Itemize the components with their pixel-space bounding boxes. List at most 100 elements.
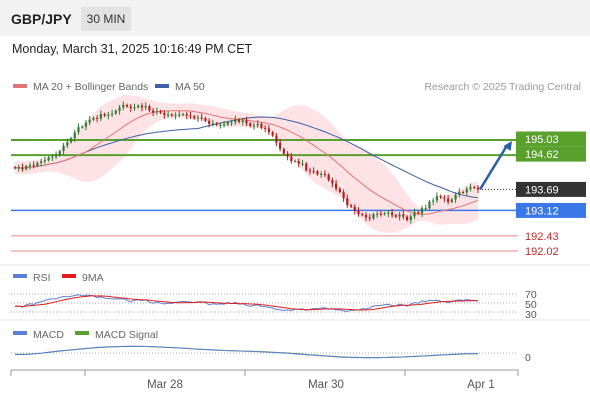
candle (107, 111, 110, 120)
timeframe-badge[interactable] (81, 7, 131, 31)
candle-body (58, 151, 61, 156)
candle-body (81, 126, 84, 128)
candle (327, 173, 330, 182)
rsi-legend-label: RSI (33, 272, 51, 284)
candle (204, 116, 207, 123)
candle (443, 194, 446, 203)
candle (13, 165, 17, 170)
candle-body (331, 180, 334, 184)
bollinger-band-area (15, 94, 478, 233)
candle (394, 213, 397, 219)
candle (383, 211, 386, 216)
candle-body (447, 198, 450, 202)
candle (312, 167, 315, 174)
candle-body (66, 142, 69, 146)
candle (398, 211, 401, 221)
candle (342, 189, 345, 202)
candle (293, 159, 297, 163)
symbol-title: GBP/JPY (11, 11, 72, 27)
candle (271, 130, 274, 138)
forecast-arrow-shaft (478, 144, 509, 191)
candle-body (178, 114, 181, 116)
candle (62, 142, 65, 155)
candle-body (461, 191, 465, 193)
datetime-label: Monday, March 31, 2025 10:16:49 PM CET (12, 42, 253, 56)
candle (96, 115, 99, 123)
support-level-label: 192.02 (525, 246, 559, 258)
candle (432, 197, 435, 206)
candle (110, 109, 114, 118)
candle (66, 138, 69, 149)
candle-body (77, 127, 80, 133)
support-level-label: 192.43 (525, 231, 559, 243)
candle (51, 154, 54, 162)
candle (129, 103, 132, 112)
candle (476, 184, 480, 194)
ma50-legend-label: MA 50 (175, 81, 205, 93)
resistance-level-label-bg (516, 146, 586, 162)
candle (301, 159, 304, 167)
candle-body (189, 115, 192, 117)
candle (469, 183, 472, 192)
candle (234, 115, 237, 125)
candle-body (376, 213, 379, 215)
candle (428, 200, 431, 210)
macd-signal-legend-swatch (75, 331, 89, 335)
rsi-level-label: 70 (525, 289, 537, 301)
candle (308, 167, 312, 175)
candle (465, 186, 468, 197)
ma20-legend-swatch (13, 84, 27, 88)
candle (353, 204, 356, 215)
candle (413, 208, 416, 219)
candle (331, 177, 334, 188)
candle-body (282, 148, 285, 154)
candle-body (353, 206, 356, 211)
candle-body (368, 217, 371, 219)
candle-body (140, 105, 144, 108)
candle-body (394, 215, 397, 217)
candle-body (293, 161, 297, 163)
rsi-ma-legend-label: 9MA (82, 272, 104, 284)
forecast-arrow-head (503, 141, 512, 151)
candle-body (54, 155, 58, 157)
candle-body (200, 117, 203, 119)
rsi-ma-legend-swatch (62, 274, 76, 278)
candle (338, 187, 341, 194)
candle (185, 111, 188, 120)
candle (372, 212, 375, 221)
candle-body (118, 107, 121, 111)
candle (241, 117, 244, 126)
candle-body (181, 114, 185, 116)
pivot-level-label-bg (516, 202, 586, 218)
candle-body (379, 213, 383, 215)
candle (252, 122, 256, 130)
candle-body (290, 156, 293, 162)
candle-body (383, 213, 386, 215)
candle-body (159, 111, 162, 113)
candle-body (88, 119, 91, 123)
candle (178, 110, 181, 118)
last-price-label: 193.69 (525, 184, 559, 196)
rsi-level-label: 30 (525, 309, 537, 321)
candles (13, 101, 480, 224)
candle-body (125, 104, 129, 107)
candle-body (267, 128, 271, 133)
candle-body (237, 119, 241, 122)
candle-body (114, 110, 117, 114)
candle (435, 192, 439, 204)
candle (148, 104, 151, 112)
x-tick-label: Mar 30 (308, 379, 344, 391)
candle-body (92, 117, 95, 120)
bollinger-band (15, 94, 478, 233)
candle (208, 118, 211, 128)
candle (316, 169, 319, 176)
candle-body (129, 106, 132, 109)
candle (17, 164, 20, 172)
candle-body (107, 114, 110, 116)
candle (391, 208, 394, 218)
candle (84, 120, 88, 131)
candle-body (62, 145, 65, 152)
candle (222, 120, 226, 128)
